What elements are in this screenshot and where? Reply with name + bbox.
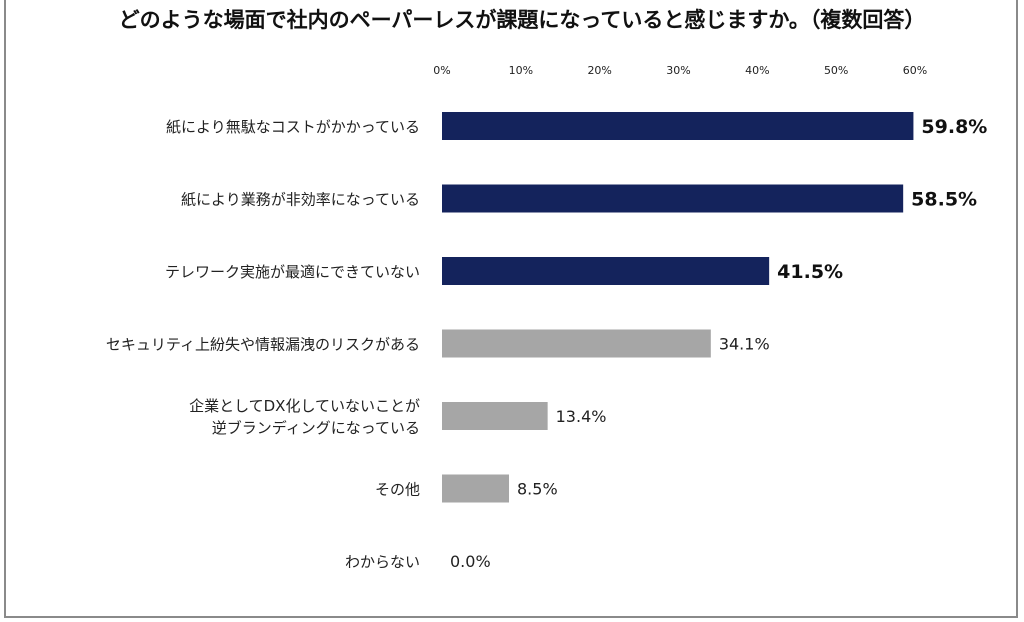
bar <box>442 184 904 213</box>
category-label: セキュリティ上紛失や情報漏洩のリスクがある <box>106 336 420 354</box>
category-label: 逆ブランディングになっている <box>212 419 420 437</box>
bar <box>442 329 711 358</box>
category-label: その他 <box>375 481 420 499</box>
x-tick-label: 20% <box>587 64 611 77</box>
bar <box>442 112 914 140</box>
chart-title: どのような場面で社内のペーパーレスが課題になっていると感じますか。（複数回答） <box>118 8 926 32</box>
data-label: 58.5% <box>911 189 977 211</box>
data-label: 59.8% <box>921 116 987 138</box>
category-label: 紙により無駄なコストがかかっている <box>166 118 420 136</box>
data-label: 8.5% <box>517 480 558 499</box>
bar <box>442 257 770 285</box>
category-label: 企業としてDX化していないことが <box>189 397 420 415</box>
data-label: 0.0% <box>450 552 491 571</box>
x-tick-label: 30% <box>666 64 690 77</box>
bar <box>442 402 548 430</box>
category-label: わからない <box>345 553 420 571</box>
data-label: 41.5% <box>777 261 843 283</box>
x-tick-label: 40% <box>745 64 769 77</box>
x-tick-label: 60% <box>903 64 927 77</box>
x-tick-label: 50% <box>824 64 848 77</box>
x-tick-label: 10% <box>509 64 533 77</box>
chart-frame <box>4 0 1018 618</box>
data-label: 13.4% <box>556 407 607 426</box>
category-label: テレワーク実施が最適にできていない <box>165 263 420 281</box>
category-label: 紙により業務が非効率になっている <box>181 191 420 209</box>
bar <box>442 474 510 503</box>
data-label: 34.1% <box>719 335 770 354</box>
x-tick-label: 0% <box>433 64 450 77</box>
